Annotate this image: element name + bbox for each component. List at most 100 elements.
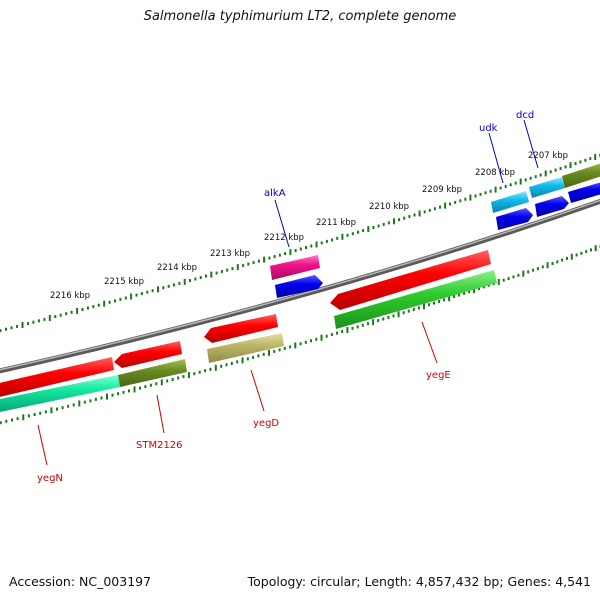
red-arrow-2[interactable] [114, 341, 182, 368]
minor-tick [11, 418, 13, 422]
minor-tick [128, 389, 130, 393]
gene-yegD-bar[interactable] [207, 333, 284, 363]
kbp-label: 2215 kbp [104, 277, 144, 287]
major-tick [160, 379, 163, 386]
minor-tick [517, 273, 520, 277]
minor-tick [536, 267, 539, 271]
minor-tick [220, 270, 223, 274]
major-tick [594, 245, 597, 252]
major-tick [103, 300, 106, 307]
major-tick [423, 303, 425, 310]
minor-tick [44, 410, 47, 414]
minor-tick [575, 253, 578, 257]
major-tick [418, 210, 421, 217]
gene-label-yegN: yegN [37, 473, 63, 484]
red-arrow-3[interactable] [204, 314, 278, 343]
major-tick [544, 170, 547, 177]
minor-tick [580, 251, 583, 255]
minor-tick [268, 256, 271, 260]
minor-tick [230, 361, 233, 365]
minor-tick [336, 236, 339, 240]
major-tick [393, 218, 395, 225]
minor-tick [5, 327, 7, 331]
red-arrow-1[interactable] [0, 357, 114, 398]
minor-tick [507, 277, 510, 281]
gene-yegE-bar[interactable] [334, 270, 497, 329]
minor-tick [532, 268, 535, 272]
major-tick [50, 407, 53, 414]
gene-yegN-bar[interactable] [0, 375, 120, 413]
minor-tick [551, 262, 554, 265]
minor-tick [139, 386, 141, 390]
minor-tick [454, 200, 457, 204]
kbp-label: 2210 kbp [369, 202, 409, 212]
blue-arrow-1[interactable] [275, 275, 323, 298]
minor-tick [299, 247, 302, 251]
minor-tick [225, 363, 228, 367]
major-tick [187, 372, 190, 379]
minor-tick [357, 230, 359, 234]
kbp-label: 2213 kbp [210, 249, 250, 259]
red-arrow-4[interactable] [330, 250, 491, 310]
blue-arrow-2[interactable] [496, 208, 533, 230]
major-tick [22, 414, 25, 421]
minor-tick [549, 170, 552, 174]
minor-tick [284, 252, 287, 256]
minor-tick [16, 417, 19, 421]
minor-tick [83, 400, 86, 404]
minor-tick [346, 233, 349, 237]
minor-tick [173, 283, 175, 287]
major-tick [473, 287, 475, 294]
minor-tick [54, 315, 57, 319]
major-tick [263, 256, 266, 263]
minor-tick [539, 173, 542, 177]
minor-tick [204, 369, 207, 373]
kbp-label: 2212 kbp [264, 233, 304, 243]
gene-dcd-bar[interactable] [529, 177, 565, 198]
minor-tick [56, 407, 58, 411]
kbp-label: 2209 kbp [422, 185, 462, 195]
major-tick [268, 349, 270, 356]
major-tick [241, 357, 244, 364]
callout-alkA [274, 199, 290, 248]
olive-bar-edge[interactable] [562, 162, 600, 188]
gene-alkA-bar[interactable] [270, 255, 320, 280]
minor-tick [356, 325, 359, 329]
minor-tick [144, 385, 147, 389]
minor-tick [559, 167, 562, 170]
topology-text: Topology: circular; Length: 4,857,432 bp… [247, 574, 591, 589]
major-tick [106, 393, 108, 400]
minor-tick [70, 310, 73, 314]
minor-tick [367, 322, 369, 326]
minor-tick [167, 284, 170, 288]
major-tick [78, 400, 81, 407]
major-tick [397, 311, 400, 318]
minor-tick [0, 421, 2, 425]
minor-tick [16, 324, 18, 328]
major-tick [546, 262, 549, 269]
kbp-label: 2208 kbp [475, 168, 515, 178]
minor-tick [459, 199, 462, 203]
major-tick [522, 270, 525, 277]
gene-STM2126-bar[interactable] [118, 359, 187, 387]
minor-tick [67, 404, 70, 408]
gene-udk-bar[interactable] [491, 191, 529, 213]
minor-tick [294, 249, 297, 253]
minor-tick [423, 210, 426, 214]
genome-backbone-highlight [0, 199, 600, 371]
minor-tick [484, 191, 487, 195]
minor-tick [449, 202, 452, 206]
callout-yegD [250, 369, 265, 412]
minor-tick [398, 218, 401, 222]
minor-tick [289, 345, 292, 349]
minor-tick [474, 194, 477, 198]
blue-arrow-3[interactable] [535, 196, 569, 217]
minor-tick [278, 253, 281, 257]
major-tick [519, 178, 522, 185]
minor-tick [524, 178, 527, 182]
minor-tick [226, 268, 229, 272]
minor-tick [413, 213, 416, 217]
minor-tick [242, 264, 245, 268]
minor-tick [407, 309, 410, 313]
blue-arrow-edge[interactable] [568, 181, 600, 203]
